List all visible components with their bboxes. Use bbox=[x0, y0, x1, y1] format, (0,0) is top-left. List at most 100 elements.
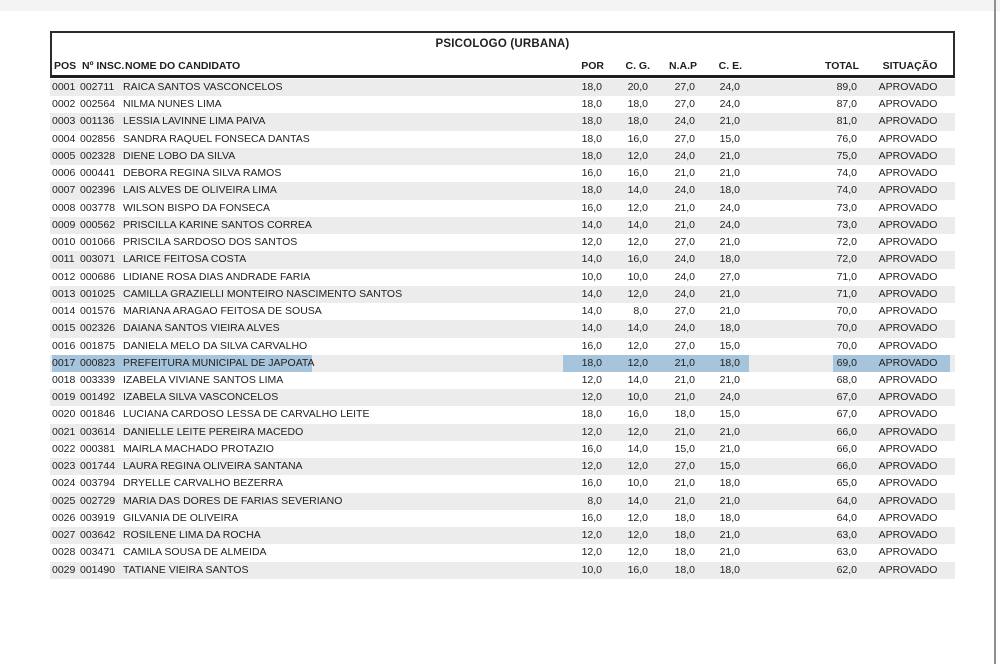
table-row[interactable]: 0028 003471 CAMILA SOUSA DE ALMEIDA 12,0… bbox=[50, 544, 955, 561]
cell-situacao: APROVADO bbox=[878, 356, 938, 369]
cell-pos: 0022 bbox=[52, 442, 76, 455]
table-row[interactable]: 0021 003614 DANIELLE LEITE PEREIRA MACED… bbox=[50, 423, 955, 441]
cell-insc: 001492 bbox=[80, 391, 116, 404]
cell-situacao: APROVADO bbox=[878, 373, 938, 386]
table-row[interactable]: 0026 003919 GILVANIA DE OLIVEIRA 16,0 12… bbox=[50, 510, 955, 527]
cell-insc: 003919 bbox=[80, 511, 116, 524]
table-row[interactable]: 0020 001846 LUCIANA CARDOSO LESSA DE CAR… bbox=[50, 406, 955, 423]
table-row[interactable]: 0023 001744 LAURA REGINA OLIVEIRA SANTAN… bbox=[50, 458, 955, 476]
cell-name: LUCIANA CARDOSO LESSA DE CARVALHO LEITE bbox=[123, 408, 370, 421]
cell-pos: 0005 bbox=[52, 149, 76, 162]
cell-insc: 001744 bbox=[80, 460, 116, 473]
table-row[interactable]: 0017 000823 PREFEITURA MUNICIPAL DE JAPO… bbox=[50, 354, 955, 372]
table-row[interactable]: 0007 002396 LAIS ALVES DE OLIVEIRA LIMA … bbox=[50, 182, 955, 200]
cell-por: 16,0 bbox=[581, 477, 602, 490]
table-row[interactable]: 0002 002564 NILMA NUNES LIMA 18,0 18,0 2… bbox=[50, 96, 955, 113]
cell-cg: 12,0 bbox=[627, 201, 648, 214]
cell-ce: 24,0 bbox=[719, 391, 740, 404]
cell-nap: 24,0 bbox=[674, 149, 695, 162]
cell-pos: 0002 bbox=[52, 98, 76, 111]
cell-nap: 21,0 bbox=[674, 218, 695, 231]
selection-highlight bbox=[833, 354, 950, 372]
cell-situacao: APROVADO bbox=[878, 149, 938, 162]
table-row[interactable]: 0003 001136 LESSIA LAVINNE LIMA PAIVA 18… bbox=[50, 113, 955, 131]
table-row[interactable]: 0013 001025 CAMILLA GRAZIELLI MONTEIRO N… bbox=[50, 285, 955, 304]
column-header-total: TOTAL bbox=[824, 60, 859, 72]
table-row[interactable]: 0019 001492 IZABELA SILVA VASCONCELOS 12… bbox=[50, 389, 955, 407]
cell-total: 89,0 bbox=[836, 81, 857, 93]
table-row[interactable]: 0025 002729 MARIA DAS DORES DE FARIAS SE… bbox=[50, 492, 955, 510]
cell-situacao: APROVADO bbox=[878, 287, 938, 300]
column-header-nap: N.A.P bbox=[668, 60, 697, 72]
cell-por: 18,0 bbox=[581, 356, 602, 369]
table-row[interactable]: 0018 003339 IZABELA VIVIANE SANTOS LIMA … bbox=[50, 372, 955, 389]
cell-nap: 24,0 bbox=[674, 270, 695, 283]
cell-ce: 15,0 bbox=[719, 408, 740, 421]
cell-name: MARIANA ARAGAO FEITOSA DE SOUSA bbox=[123, 305, 322, 318]
cell-ce: 18,0 bbox=[719, 356, 740, 369]
table-row[interactable]: 0027 003642 ROSILENE LIMA DA ROCHA 12,0 … bbox=[50, 527, 955, 545]
cell-pos: 0008 bbox=[52, 201, 76, 214]
cell-ce: 21,0 bbox=[719, 546, 740, 559]
cell-total: 67,0 bbox=[836, 408, 857, 421]
table-row[interactable]: 0009 000562 PRISCILLA KARINE SANTOS CORR… bbox=[50, 216, 955, 235]
table-row[interactable]: 0008 003778 WILSON BISPO DA FONSECA 16,0… bbox=[50, 200, 955, 217]
cell-nap: 27,0 bbox=[674, 132, 695, 145]
cell-cg: 16,0 bbox=[627, 253, 648, 266]
cell-total: 75,0 bbox=[836, 149, 857, 162]
table-row[interactable]: 0012 000686 LIDIANE ROSA DIAS ANDRADE FA… bbox=[50, 269, 955, 286]
table-row[interactable]: 0015 002326 DAIANA SANTOS VIEIRA ALVES 1… bbox=[50, 320, 955, 338]
cell-por: 14,0 bbox=[581, 305, 602, 318]
cell-ce: 18,0 bbox=[719, 253, 740, 266]
table-row[interactable]: 0010 001066 PRISCILA SARDOSO DOS SANTOS … bbox=[50, 234, 955, 251]
cell-insc: 002326 bbox=[80, 322, 116, 335]
cell-insc: 003071 bbox=[80, 253, 116, 266]
table-row[interactable]: 0029 001490 TATIANE VIEIRA SANTOS 10,0 1… bbox=[50, 561, 955, 579]
cell-total: 76,0 bbox=[836, 132, 857, 145]
cell-por: 16,0 bbox=[581, 511, 602, 524]
table-row[interactable]: 0011 003071 LARICE FEITOSA COSTA 14,0 16… bbox=[50, 251, 955, 269]
cell-cg: 12,0 bbox=[627, 149, 648, 162]
cell-name: IZABELA VIVIANE SANTOS LIMA bbox=[123, 373, 284, 386]
cell-por: 16,0 bbox=[581, 201, 602, 214]
cell-situacao: APROVADO bbox=[878, 511, 938, 524]
cell-pos: 0017 bbox=[52, 354, 78, 372]
cell-por: 18,0 bbox=[581, 184, 602, 197]
table-row[interactable]: 0016 001875 DANIELA MELO DA SILVA CARVAL… bbox=[50, 338, 955, 355]
cell-pos: 0013 bbox=[52, 287, 76, 300]
cell-insc: 001846 bbox=[80, 408, 116, 421]
cell-pos: 0001 bbox=[52, 81, 76, 93]
cell-name: LAURA REGINA OLIVEIRA SANTANA bbox=[123, 460, 303, 473]
cell-ce: 18,0 bbox=[719, 477, 740, 490]
cell-name: LESSIA LAVINNE LIMA PAIVA bbox=[123, 115, 266, 128]
cell-por: 10,0 bbox=[581, 270, 602, 283]
table-row[interactable]: 0014 001576 MARIANA ARAGAO FEITOSA DE SO… bbox=[50, 303, 955, 320]
cell-por: 14,0 bbox=[581, 287, 602, 300]
cell-por: 12,0 bbox=[581, 425, 602, 438]
cell-por: 14,0 bbox=[581, 322, 602, 335]
table-row[interactable]: 0005 002328 DIENE LOBO DA SILVA 18,0 12,… bbox=[50, 147, 955, 166]
table-row[interactable]: 0006 000441 DEBORA REGINA SILVA RAMOS 16… bbox=[50, 165, 955, 182]
cell-insc: 003471 bbox=[80, 546, 116, 559]
cell-por: 18,0 bbox=[581, 408, 602, 421]
cell-nap: 24,0 bbox=[674, 184, 695, 197]
cell-pos: 0009 bbox=[52, 218, 76, 231]
cell-insc: 003642 bbox=[80, 529, 116, 542]
cell-insc: 002328 bbox=[80, 149, 116, 162]
cell-cg: 14,0 bbox=[627, 322, 648, 335]
cell-pos: 0018 bbox=[52, 373, 76, 386]
cell-situacao: APROVADO bbox=[878, 236, 938, 249]
table-row[interactable]: 0024 003794 DRYELLE CARVALHO BEZERRA 16,… bbox=[50, 475, 955, 492]
cell-pos: 0004 bbox=[52, 132, 76, 145]
table-row[interactable]: 0022 000381 MAIRLA MACHADO PROTAZIO 16,0… bbox=[50, 441, 955, 458]
column-header-ce: C. E. bbox=[718, 60, 742, 72]
cell-total: 70,0 bbox=[836, 305, 857, 318]
cell-ce: 18,0 bbox=[719, 322, 740, 335]
cell-insc: 000441 bbox=[80, 167, 116, 180]
table-row[interactable]: 0001 002711 RAICA SANTOS VASCONCELOS 18,… bbox=[50, 79, 955, 97]
cell-total: 72,0 bbox=[836, 253, 857, 266]
cell-situacao: APROVADO bbox=[878, 546, 938, 559]
cell-cg: 12,0 bbox=[627, 236, 648, 249]
cell-nap: 21,0 bbox=[674, 356, 695, 369]
table-row[interactable]: 0004 002856 SANDRA RAQUEL FONSECA DANTAS… bbox=[50, 131, 955, 148]
